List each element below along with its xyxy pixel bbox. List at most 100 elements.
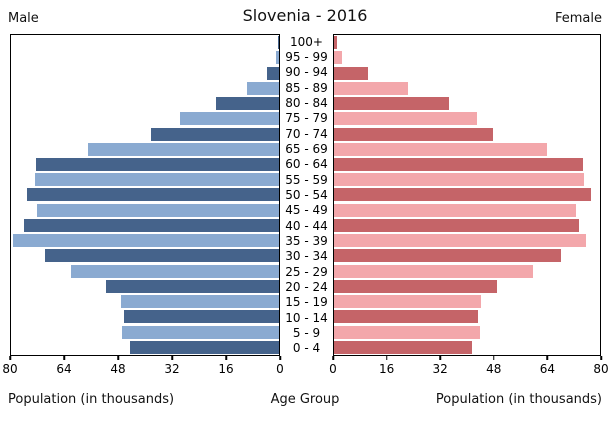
- x-tick-mark: [385, 356, 388, 360]
- age-group-label-10-14: 10 - 14: [285, 310, 328, 325]
- female-bar-row-5-9: [334, 324, 600, 339]
- female-bar-row-65-69: [334, 142, 600, 157]
- male-bar-50-54: [26, 188, 279, 202]
- male-bar-row-5-9: [11, 324, 279, 339]
- female-bar-row-90-94: [334, 65, 600, 80]
- female-x-axis-label: Population (in thousands): [435, 392, 602, 407]
- female-bar-row-80-84: [334, 96, 600, 111]
- male-bar-20-24: [106, 279, 279, 293]
- age-group-axis: 100+ 95 - 99 90 - 94 85 - 89 80 - 84 75 - 79 7…: [280, 34, 333, 356]
- x-tick-label-48: 48: [486, 362, 502, 376]
- male-bar-row-65-69: [11, 142, 279, 157]
- age-group-label-35-39: 35 - 39: [285, 233, 328, 248]
- female-bar-row-70-74: [334, 126, 600, 141]
- age-group-label-90-94: 90 - 94: [285, 65, 328, 80]
- male-bar-85-89: [246, 81, 279, 95]
- age-group-label-95-99: 95 - 99: [285, 49, 328, 64]
- age-group-label-25-29: 25 - 29: [285, 264, 328, 279]
- age-group-label-85-89: 85 - 89: [285, 80, 328, 95]
- female-side-label: Female: [554, 11, 602, 26]
- male-bar-55-59: [34, 173, 279, 187]
- age-group-label-0-4: 0 - 4: [292, 341, 321, 356]
- female-bar-30-34: [334, 249, 561, 263]
- age-group-label-15-19: 15 - 19: [285, 295, 328, 310]
- male-bar-row-100plus: [11, 35, 279, 50]
- male-bar-row-25-29: [11, 264, 279, 279]
- age-group-label-55-59: 55 - 59: [285, 172, 328, 187]
- male-bar-row-60-64: [11, 157, 279, 172]
- x-tick-label-32: 32: [432, 362, 448, 376]
- male-x-axis-ticks: 80 64 48 32 16 0: [2, 356, 284, 378]
- female-bar-row-100plus: [334, 35, 600, 50]
- age-group-label-5-9: 5 - 9: [292, 325, 321, 340]
- female-bar-65-69: [334, 142, 547, 156]
- female-bar-15-19: [334, 295, 482, 309]
- female-bar-row-60-64: [334, 157, 600, 172]
- male-bar-10-14: [123, 310, 279, 324]
- male-bar-row-85-89: [11, 81, 279, 96]
- x-tick-mark: [332, 356, 334, 360]
- x-tick-mark: [546, 356, 549, 360]
- female-bar-20-24: [334, 279, 497, 293]
- male-bar-row-80-84: [11, 96, 279, 111]
- female-bar-row-0-4: [334, 340, 600, 355]
- female-bar-95-99: [334, 51, 342, 65]
- female-bar-100plus: [334, 36, 337, 50]
- x-tick-label-32: 32: [164, 362, 180, 376]
- age-group-label-80-84: 80 - 84: [285, 95, 328, 110]
- male-bar-100plus: [278, 36, 279, 50]
- female-bar-row-20-24: [334, 279, 600, 294]
- female-bar-row-55-59: [334, 172, 600, 187]
- x-tick-mark: [9, 356, 11, 360]
- female-chart-panel: [333, 34, 601, 356]
- female-bar-45-49: [334, 203, 577, 217]
- age-group-label-50-54: 50 - 54: [285, 187, 328, 202]
- female-bar-75-79: [334, 112, 478, 126]
- female-bar-40-44: [334, 218, 579, 232]
- male-bar-70-74: [151, 127, 279, 141]
- female-bar-35-39: [334, 234, 586, 248]
- age-group-label-70-74: 70 - 74: [285, 126, 328, 141]
- male-side-label: Male: [8, 11, 39, 26]
- age-group-label-45-49: 45 - 49: [285, 203, 328, 218]
- x-tick-mark: [493, 356, 495, 360]
- male-bar-80-84: [216, 97, 279, 111]
- male-bar-45-49: [37, 203, 279, 217]
- female-bar-80-84: [334, 97, 450, 111]
- x-tick-label-0: 0: [276, 362, 284, 376]
- age-group-label-20-24: 20 - 24: [285, 279, 328, 294]
- female-bar-row-10-14: [334, 309, 600, 324]
- female-bar-90-94: [334, 66, 369, 80]
- age-group-axis-label: Age Group: [270, 392, 340, 407]
- male-bar-row-75-79: [11, 111, 279, 126]
- female-bar-row-40-44: [334, 218, 600, 233]
- female-bar-row-35-39: [334, 233, 600, 248]
- x-tick-label-64: 64: [56, 362, 72, 376]
- x-tick-label-16: 16: [378, 362, 395, 376]
- female-bar-5-9: [334, 325, 481, 339]
- x-tick-label-16: 16: [218, 362, 234, 376]
- male-bar-row-0-4: [11, 340, 279, 355]
- male-bar-row-70-74: [11, 126, 279, 141]
- x-tick-label-64: 64: [539, 362, 556, 376]
- male-bar-row-90-94: [11, 65, 279, 80]
- female-x-axis-ticks: 0 16 32 48 64 80: [329, 356, 609, 378]
- female-bar-row-95-99: [334, 50, 600, 65]
- female-bar-60-64: [334, 157, 584, 171]
- x-tick-mark: [279, 356, 281, 360]
- age-group-label-30-34: 30 - 34: [285, 249, 328, 264]
- male-bar-row-40-44: [11, 218, 279, 233]
- x-tick-label-80: 80: [593, 362, 609, 376]
- x-tick-label-48: 48: [110, 362, 126, 376]
- male-bar-5-9: [122, 325, 279, 339]
- female-bar-85-89: [334, 81, 409, 95]
- age-group-label-75-79: 75 - 79: [285, 111, 328, 126]
- male-bar-row-20-24: [11, 279, 279, 294]
- female-bar-row-15-19: [334, 294, 600, 309]
- male-bar-row-35-39: [11, 233, 279, 248]
- male-bar-25-29: [70, 264, 279, 278]
- x-tick-mark: [439, 356, 441, 360]
- male-bar-15-19: [121, 295, 279, 309]
- age-group-label-60-64: 60 - 64: [285, 157, 328, 172]
